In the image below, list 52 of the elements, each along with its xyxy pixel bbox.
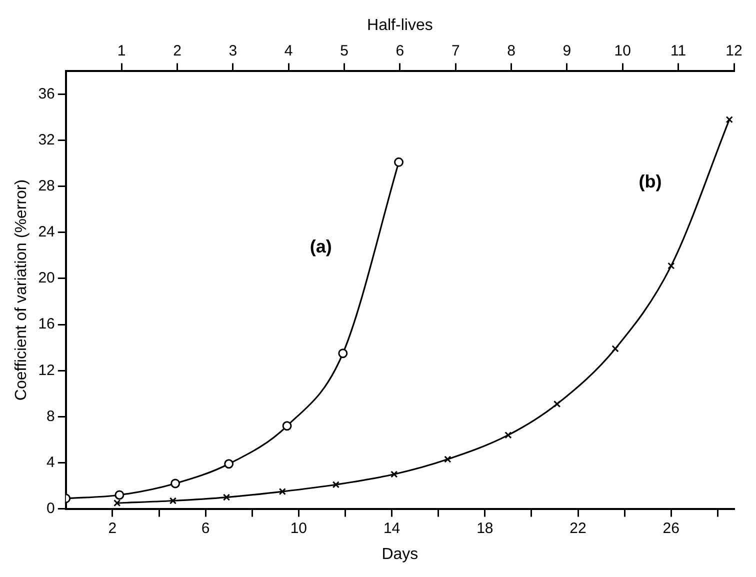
y-tick-label: 8: [46, 408, 55, 425]
point: [114, 499, 121, 507]
text: (b): [638, 172, 662, 192]
x-tick-label: 6: [201, 520, 210, 537]
point: [338, 348, 348, 358]
x-axis-title: Days: [382, 546, 418, 563]
x-tick-label: 14: [383, 520, 400, 537]
point: [282, 421, 292, 431]
point: [726, 116, 733, 124]
y-tick-label: 4: [46, 454, 55, 471]
x2-tick-label: 11: [670, 42, 686, 60]
point: [554, 400, 561, 408]
text: (a): [310, 236, 332, 257]
y-tick-label: 24: [38, 224, 55, 241]
point: [668, 262, 675, 270]
x2-tick-label: 4: [284, 42, 293, 60]
x2-tick-label: 10: [614, 42, 631, 60]
x-tick-label: 18: [476, 520, 494, 537]
y-tick-label: 20: [38, 270, 55, 287]
point: [224, 459, 234, 469]
point: [278, 488, 286, 496]
x2-tick-label: 1: [117, 42, 126, 60]
x2-tick-label: 8: [507, 42, 516, 60]
point: [170, 478, 180, 488]
point: [222, 494, 230, 501]
x-tick-label: 22: [570, 520, 586, 537]
x2-tick-label: 6: [396, 42, 404, 60]
y-tick-label: 0: [46, 500, 55, 517]
y-axis-title: Coefficient of variation (%error): [13, 179, 30, 401]
x-tick-label: 2: [108, 520, 117, 537]
y-tick-label: 12: [38, 362, 55, 379]
y-tick-label: 36: [38, 85, 55, 102]
point: [504, 432, 512, 439]
x2-axis-title: Half-lives: [367, 17, 433, 34]
x2-tick-label: 3: [228, 42, 238, 60]
x2-tick-label: 9: [562, 42, 572, 60]
y-tick-label: 16: [38, 316, 55, 333]
x-tick-label: 26: [662, 520, 680, 537]
y-tick-label: 32: [38, 131, 55, 148]
x2-tick-label: 2: [173, 42, 182, 60]
point: [169, 497, 177, 504]
x2-tick-label: 5: [340, 42, 348, 60]
x2-tick-label: 12: [726, 42, 742, 60]
x-tick-label: 10: [290, 520, 308, 537]
point: [114, 490, 124, 500]
y-tick-label: 28: [38, 178, 55, 194]
point: [612, 345, 619, 352]
point: [394, 157, 404, 167]
point: [390, 470, 398, 478]
x2-tick-label: 7: [451, 42, 460, 60]
point: [332, 481, 340, 488]
point: [444, 456, 452, 463]
